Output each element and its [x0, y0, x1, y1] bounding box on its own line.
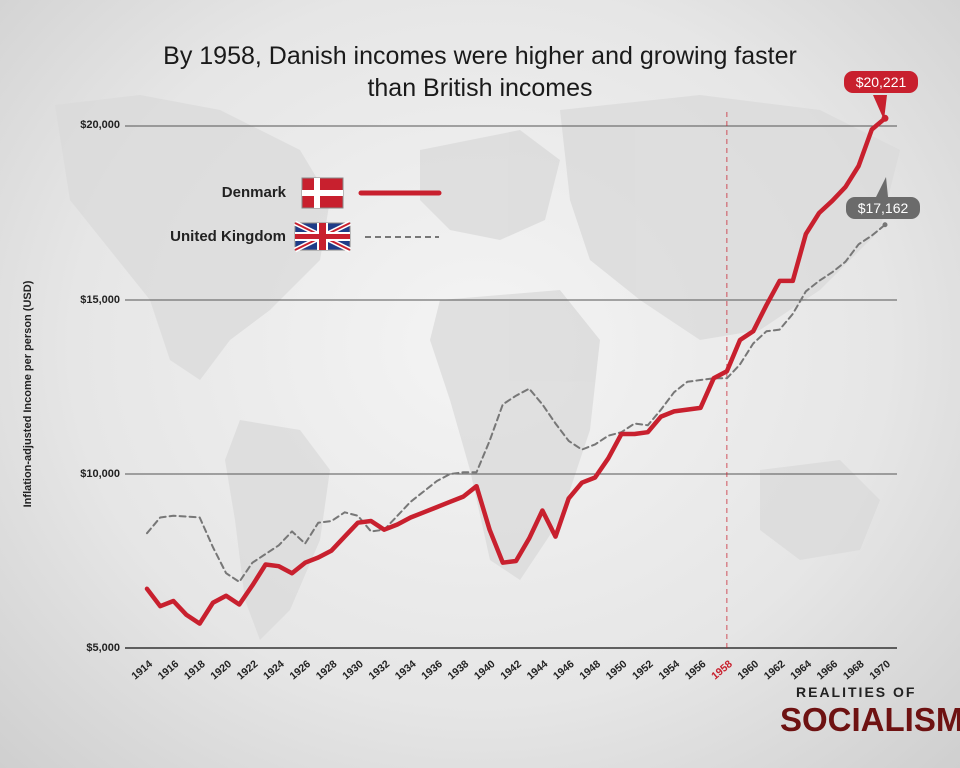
x-tick-label: 1954: [656, 658, 682, 682]
y-tick-label: $15,000: [80, 294, 120, 306]
endpoint-marker-united-kingdom: [882, 222, 888, 228]
x-tick-label-highlight: 1958: [709, 658, 735, 682]
legend-label-uk: United Kingdom: [170, 228, 286, 245]
x-tick-label: 1944: [525, 658, 551, 682]
x-tick-label: 1926: [287, 658, 313, 682]
x-tick-label: 1922: [235, 658, 261, 682]
x-tick-label: 1918: [182, 658, 208, 682]
x-tick-label: 1930: [340, 658, 366, 682]
x-tick-label: 1960: [736, 658, 762, 682]
x-tick-label: 1940: [472, 658, 498, 682]
callout-pointers: [873, 95, 888, 197]
brand-logo: SOCIALISM: [780, 701, 960, 738]
x-tick-label: 1956: [683, 658, 709, 682]
x-tick-label: 1916: [156, 658, 182, 682]
series-line-denmark: [144, 116, 888, 626]
x-tick-labels: 1914 1916 1918 1920 1922 1924 1926 1928 1930 1932…: [129, 658, 893, 682]
legend-label-denmark: Denmark: [221, 184, 286, 201]
series-layer: [144, 114, 889, 626]
y-axis-label: Inflation-adjusted Income per person (US…: [22, 280, 34, 508]
series-line-united-kingdom: [146, 223, 886, 583]
x-tick-label: 1932: [367, 658, 393, 682]
brand-line-1: REALITIES OF: [796, 684, 917, 700]
chart-title-line-2: than British incomes: [367, 74, 593, 102]
x-tick-label: 1950: [604, 658, 630, 682]
world-map-background: [55, 95, 900, 640]
x-tick-label: 1920: [208, 658, 234, 682]
x-tick-label: 1968: [841, 658, 867, 682]
uk-flag-icon: [293, 220, 352, 253]
x-tick-label: 1934: [393, 658, 419, 682]
x-tick-label: 1938: [446, 658, 472, 682]
x-tick-label: 1946: [551, 658, 577, 682]
x-tick-label: 1942: [498, 658, 524, 682]
y-tick-label: $5,000: [86, 642, 120, 654]
denmark-value-callout: $20,221: [844, 71, 918, 93]
denmark-flag-icon: [301, 177, 344, 209]
x-tick-label: 1948: [577, 658, 603, 682]
x-tick-label: 1966: [815, 658, 841, 682]
x-tick-label: 1964: [788, 658, 814, 682]
x-tick-label: 1928: [314, 658, 340, 682]
x-tick-label: 1936: [419, 658, 445, 682]
y-tick-label: $20,000: [80, 119, 120, 131]
x-tick-label: 1952: [630, 658, 656, 682]
x-tick-label: 1924: [261, 658, 287, 682]
x-tick-label: 1970: [867, 658, 893, 682]
x-tick-label: 1914: [129, 658, 155, 682]
y-tick-label: $10,000: [80, 468, 120, 480]
legend-swatches: [293, 177, 442, 253]
chart-title-line-1: By 1958, Danish incomes were higher and …: [163, 42, 797, 70]
uk-value-callout: $17,162: [846, 197, 920, 219]
x-tick-label: 1962: [762, 658, 788, 682]
